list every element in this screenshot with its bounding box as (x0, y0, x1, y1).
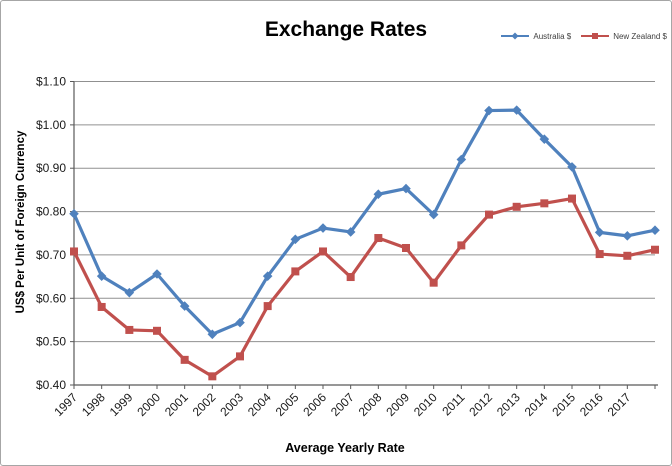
marker-square (153, 326, 161, 335)
marker-diamond (96, 271, 107, 281)
x-tick-label: 2010 (411, 390, 440, 419)
marker-diamond (539, 134, 550, 144)
legend-label-australia: Australia $ (533, 31, 572, 41)
x-tick-label: 2011 (439, 390, 467, 418)
x-tick-label: 2015 (549, 390, 578, 419)
x-tick-label: 2003 (217, 390, 246, 419)
y-tick-label: $0.90 (36, 161, 66, 175)
x-tick-label: 2013 (494, 390, 523, 419)
marker-diamond (345, 227, 356, 237)
x-tick-label: 2008 (356, 390, 385, 419)
x-axis-title: Average Yearly Rate (285, 441, 405, 455)
marker-diamond (650, 225, 660, 236)
legend-item-new-zealand: New Zealand $ (580, 31, 667, 41)
marker-square (651, 245, 659, 254)
marker-square (97, 302, 106, 311)
x-tick-label: 2001 (162, 390, 191, 419)
x-tick-label: 1999 (107, 390, 136, 419)
marker-diamond (69, 208, 79, 219)
x-tick-label: 2016 (577, 390, 606, 419)
x-tick-label: 1998 (79, 390, 108, 419)
legend-glyph-square (592, 33, 599, 39)
legend-line-diamond-icon (501, 32, 530, 40)
legend-glyph-diamond (511, 32, 519, 40)
x-tick-label: 2007 (328, 390, 357, 419)
marker-square (540, 199, 549, 208)
marker-diamond (152, 269, 162, 279)
marker-diamond (290, 234, 301, 245)
y-axis-title: US$ Per Unit of Foreign Currency (15, 130, 27, 314)
marker-diamond (318, 223, 328, 233)
marker-diamond (373, 189, 384, 200)
marker-square (457, 241, 466, 250)
marker-diamond (428, 209, 439, 220)
legend-item-australia: Australia $ (500, 31, 571, 41)
marker-square (180, 355, 189, 364)
marker-diamond (456, 154, 467, 165)
x-tick-label: 2004 (245, 390, 274, 419)
marker-diamond (594, 227, 605, 238)
series-line-0 (72, 108, 657, 336)
x-tick-label: 2005 (273, 390, 302, 419)
marker-square (623, 251, 632, 260)
marker-square (595, 250, 604, 259)
x-tick-label: 2000 (134, 390, 163, 419)
marker-diamond (207, 329, 218, 340)
x-tick-label: 2006 (300, 390, 329, 419)
x-tick-label: 1997 (51, 390, 80, 419)
marker-square (208, 372, 217, 381)
x-tick-label: 2009 (383, 390, 412, 419)
marker-square (402, 243, 410, 252)
legend-line-square-icon (581, 33, 610, 39)
chart-title: Exchange Rates (264, 18, 428, 41)
marker-square (346, 273, 355, 282)
y-tick-label: $0.50 (36, 335, 66, 349)
y-tick-label: $1.10 (36, 75, 66, 89)
legend-label-new-zealand: New Zealand $ (613, 31, 667, 41)
marker-square (374, 234, 383, 243)
x-tick-label: 2012 (466, 390, 495, 419)
marker-square (125, 325, 134, 334)
marker-diamond (401, 183, 411, 194)
marker-diamond (262, 271, 273, 281)
marker-diamond (567, 162, 577, 172)
marker-diamond (511, 105, 522, 115)
marker-square (512, 202, 521, 211)
y-tick-label: $0.70 (36, 248, 66, 262)
marker-diamond (484, 105, 494, 116)
legend: Australia $ New Zealand $ (500, 31, 667, 41)
x-tick-label: 2002 (190, 390, 219, 419)
marker-square (485, 210, 493, 219)
x-tick-label: 2017 (605, 390, 634, 419)
marker-square (291, 267, 300, 276)
marker-square (568, 194, 576, 203)
marker-square (263, 302, 272, 311)
series-line-1 (72, 196, 657, 378)
y-tick-label: $1.00 (36, 118, 66, 132)
marker-diamond (179, 301, 190, 311)
marker-square (319, 247, 327, 256)
x-tick-label: 2014 (522, 390, 551, 419)
y-tick-label: $0.60 (36, 291, 66, 305)
y-tick-label: $0.80 (36, 205, 66, 219)
marker-square (236, 352, 244, 361)
marker-square (70, 247, 78, 256)
marker-square (429, 278, 438, 287)
marker-diamond (235, 317, 245, 328)
y-tick-label: $0.40 (36, 378, 66, 392)
marker-diamond (622, 231, 633, 241)
marker-diamond (124, 287, 135, 298)
